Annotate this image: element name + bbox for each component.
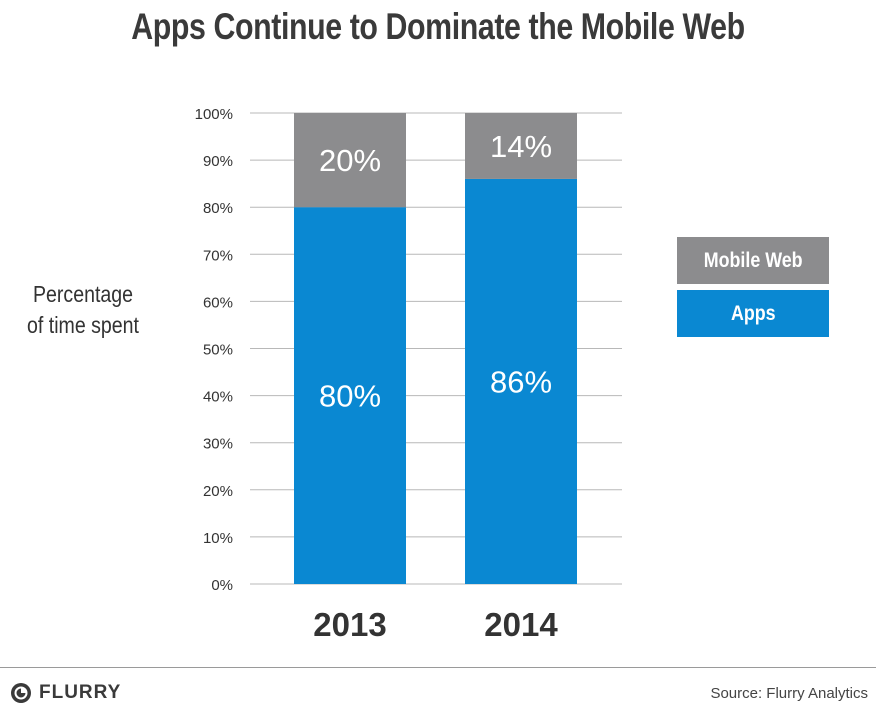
- flurry-logo-icon: [11, 683, 31, 703]
- data-label: 86%: [490, 364, 552, 399]
- y-tick-label: 50%: [203, 342, 233, 359]
- legend-item-apps: Apps: [677, 290, 829, 337]
- bar-apps-2013: [294, 207, 406, 584]
- y-tick-label: 20%: [203, 483, 233, 500]
- data-label: 20%: [319, 143, 381, 178]
- y-tick-label: 40%: [203, 389, 233, 406]
- data-label: 14%: [490, 129, 552, 164]
- bar-apps-2014: [465, 178, 577, 584]
- chart-title: Apps Continue to Dominate the Mobile Web: [131, 6, 745, 47]
- legend-item-mobile-web: Mobile Web: [677, 237, 829, 284]
- bar-mobile-web-2014: [465, 113, 577, 179]
- source-note: Source: Flurry Analytics: [710, 685, 868, 702]
- bar-mobile-web-2013: [294, 113, 406, 208]
- x-tick-label: 2013: [313, 606, 386, 643]
- y-tick-label: 0%: [211, 577, 233, 594]
- y-tick-label: 60%: [203, 294, 233, 311]
- y-tick-label: 70%: [203, 247, 233, 264]
- y-tick-label: 80%: [203, 200, 233, 217]
- y-tick-label: 90%: [203, 153, 233, 170]
- legend-label-apps: Apps: [730, 301, 776, 325]
- flurry-logo: FLURRY: [10, 682, 121, 704]
- logo-text: FLURRY: [39, 682, 122, 703]
- footer-divider: [0, 667, 876, 668]
- y-axis-label-line-1: Percentage: [32, 281, 133, 307]
- y-tick-label: 30%: [203, 436, 233, 453]
- y-tick-label: 10%: [203, 530, 233, 547]
- x-tick-label: 2014: [484, 606, 558, 643]
- data-label: 80%: [319, 379, 381, 414]
- y-axis-label-line-2: of time spent: [27, 312, 139, 338]
- legend-label-mobile-web: Mobile Web: [703, 248, 803, 272]
- y-axis-label: Percentage of time spent: [12, 279, 153, 341]
- y-tick-label: 100%: [195, 106, 233, 123]
